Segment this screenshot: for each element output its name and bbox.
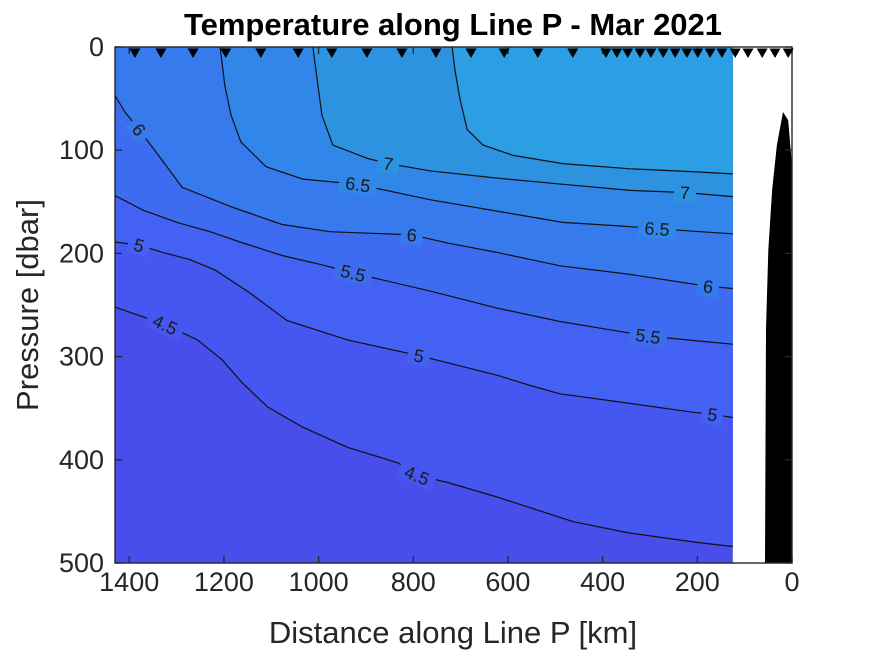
contour-label-pad bbox=[399, 223, 424, 246]
station-marker bbox=[292, 48, 304, 58]
x-tick-label: 1000 bbox=[289, 567, 349, 597]
y-tick-label: 100 bbox=[59, 135, 104, 165]
contour-label-pad bbox=[143, 307, 187, 342]
station-marker bbox=[742, 48, 754, 58]
y-tick-label: 0 bbox=[89, 32, 104, 62]
station-marker bbox=[645, 48, 657, 58]
y-tick-label: 300 bbox=[59, 342, 104, 372]
contour-label-pad bbox=[406, 343, 432, 368]
contour-label-5.5: 5.5 bbox=[332, 258, 374, 288]
bathymetry-shape bbox=[765, 112, 792, 563]
contour-line-4.5 bbox=[114, 306, 733, 548]
contour-label-6.5: 6.5 bbox=[337, 171, 379, 197]
contour-label-text: 6 bbox=[702, 276, 715, 297]
contour-label-5: 5 bbox=[406, 343, 432, 368]
axes-box bbox=[114, 46, 793, 564]
y-tick-label: 500 bbox=[59, 548, 104, 578]
contour-label-6.5: 6.5 bbox=[637, 217, 677, 240]
station-marker bbox=[187, 48, 199, 58]
contour-line-7.5 bbox=[451, 46, 733, 175]
contour-label-pad bbox=[695, 274, 721, 298]
station-marker bbox=[782, 48, 794, 58]
station-marker bbox=[716, 48, 728, 58]
x-tick-label: 200 bbox=[675, 567, 720, 597]
contour-label-pad bbox=[673, 181, 697, 204]
x-axis-label: Distance along Line P [km] bbox=[269, 615, 637, 650]
x-tick-label: 400 bbox=[580, 567, 625, 597]
x-tick-label: 1200 bbox=[194, 567, 254, 597]
station-marker bbox=[622, 48, 634, 58]
y-tick-label: 400 bbox=[59, 445, 104, 475]
contour-label-pad bbox=[700, 402, 725, 426]
station-marker bbox=[669, 48, 681, 58]
station-marker bbox=[361, 48, 373, 58]
contour-label-text: 5 bbox=[412, 345, 426, 367]
contour-label-text: 6.5 bbox=[644, 218, 670, 240]
station-marker bbox=[430, 48, 442, 58]
contour-line-6 bbox=[114, 95, 733, 290]
contour-label-6: 6 bbox=[124, 114, 154, 145]
station-marker bbox=[692, 48, 704, 58]
station-marker bbox=[326, 48, 338, 58]
plot-title: Temperature along Line P - Mar 2021 bbox=[184, 7, 722, 42]
station-marker bbox=[681, 48, 693, 58]
station-marker bbox=[611, 48, 623, 58]
station-marker bbox=[704, 48, 716, 58]
x-tick-label: 0 bbox=[784, 567, 799, 597]
x-tick-label: 800 bbox=[391, 567, 436, 597]
station-marker bbox=[756, 48, 768, 58]
contour-label-text: 6 bbox=[406, 225, 418, 246]
contour-label-pad bbox=[627, 323, 669, 349]
contour-label-text: 7 bbox=[679, 183, 690, 203]
contour-label-pad bbox=[337, 171, 379, 197]
station-marker bbox=[769, 48, 781, 58]
contour-line-7 bbox=[312, 46, 733, 198]
y-axis-label: Pressure [dbar] bbox=[10, 199, 45, 411]
contour-label-text: 6.5 bbox=[344, 173, 372, 196]
contour-label-6: 6 bbox=[695, 274, 721, 298]
station-marker bbox=[729, 48, 741, 58]
station-marker bbox=[657, 48, 669, 58]
station-marker bbox=[129, 48, 141, 58]
station-marker bbox=[600, 48, 612, 58]
x-tick-label: 1400 bbox=[99, 567, 159, 597]
contour-label-text: 5.5 bbox=[634, 325, 662, 348]
contour-label-5: 5 bbox=[700, 402, 725, 426]
y-tick-label: 200 bbox=[59, 238, 104, 268]
station-marker bbox=[255, 48, 267, 58]
contour-label-pad bbox=[395, 458, 439, 492]
station-marker bbox=[498, 48, 510, 58]
station-markers bbox=[129, 48, 794, 58]
station-marker bbox=[465, 48, 477, 58]
contour-label-7: 7 bbox=[673, 181, 697, 204]
station-marker bbox=[155, 48, 167, 58]
contour-line-5 bbox=[114, 241, 733, 419]
contour-label-5.5: 5.5 bbox=[627, 323, 669, 349]
contour-label-pad bbox=[375, 152, 401, 176]
bathymetry-polygon bbox=[765, 112, 792, 563]
contour-label-5: 5 bbox=[125, 232, 153, 258]
station-marker bbox=[396, 48, 408, 58]
contour-label-pad bbox=[124, 114, 154, 145]
contour-label-7: 7 bbox=[375, 152, 401, 176]
x-tick-label: 600 bbox=[485, 567, 530, 597]
station-marker bbox=[220, 48, 232, 58]
contour-label-pad bbox=[637, 217, 677, 240]
contour-label-pad bbox=[125, 232, 153, 258]
station-marker bbox=[634, 48, 646, 58]
station-marker bbox=[532, 48, 544, 58]
station-marker bbox=[567, 48, 579, 58]
contour-label-text: 7 bbox=[382, 153, 395, 174]
contour-label-pad bbox=[332, 258, 374, 288]
contour-label-6: 6 bbox=[399, 223, 424, 246]
band-above-7.5 bbox=[452, 47, 733, 174]
axes-box-and-ticks: 1400 1200 1000 800 600 400 200 0 0 100 200 300 400 50… bbox=[59, 32, 800, 597]
contour-label-text: 5 bbox=[706, 404, 719, 425]
